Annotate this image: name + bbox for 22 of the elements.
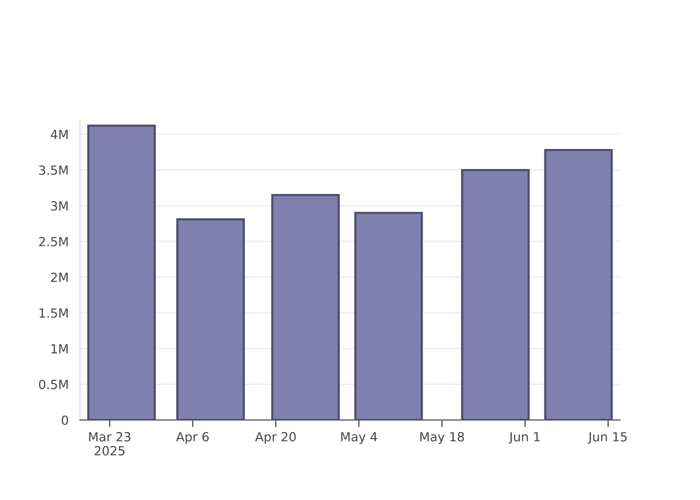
x-tick-label: Apr 6	[176, 432, 209, 444]
bar	[461, 168, 530, 420]
x-tick-label: May 4	[341, 432, 378, 444]
y-tick-label: 0	[62, 415, 68, 425]
bar	[354, 212, 423, 420]
bar	[87, 124, 156, 420]
x-tick-label: Mar 23 2025	[89, 432, 130, 456]
y-tick-label: 3M	[51, 201, 68, 211]
y-tick-label: 4M	[50, 130, 68, 140]
x-tick-label: Jun 1	[508, 432, 540, 444]
y-tick-label: 3.5M	[39, 165, 68, 175]
x-tick-label: Jun 15	[588, 432, 627, 444]
y-tick-label: 1.5M	[40, 308, 68, 318]
y-tick-label: 2M	[51, 272, 68, 282]
x-tick-label: May 18	[420, 432, 464, 444]
y-tick-label: 1M	[52, 344, 68, 354]
bar	[544, 148, 613, 420]
y-tick-label: 0.5M	[39, 380, 68, 390]
bar	[176, 218, 245, 420]
y-tick-label: 2.5M	[39, 236, 68, 246]
bar	[271, 194, 340, 420]
x-tick-label: Apr 20	[255, 432, 296, 444]
